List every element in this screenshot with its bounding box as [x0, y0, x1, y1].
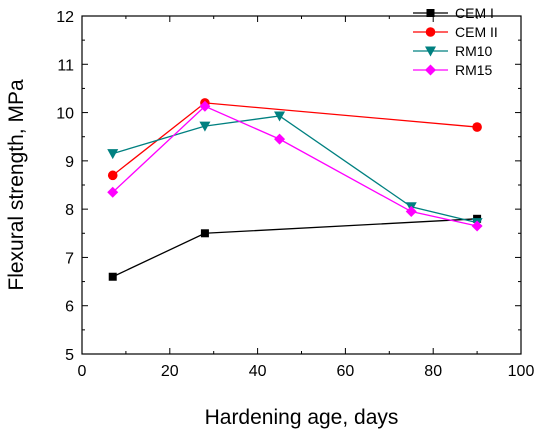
legend-item-cem-i: CEM I — [413, 5, 494, 21]
legend-marker-rm10 — [425, 46, 436, 57]
legend-marker-rm15 — [425, 64, 436, 76]
series-cem-i — [108, 214, 482, 281]
data-point-cem-i — [108, 272, 117, 281]
data-point-rm15 — [405, 206, 417, 218]
legend-label-rm15: RM15 — [455, 62, 493, 78]
y-tick-label: 8 — [65, 202, 74, 219]
legend-marker-cem-ii — [425, 27, 436, 37]
data-point-rm15 — [199, 100, 211, 112]
legend-label-cem-ii: CEM II — [455, 24, 498, 40]
data-point-rm10 — [274, 111, 286, 122]
series-line-cem-i — [112, 218, 478, 278]
legend-label-rm10: RM10 — [455, 43, 493, 59]
y-tick-label: 9 — [65, 154, 74, 171]
legend-item-rm10: RM10 — [413, 43, 493, 59]
y-tick-label: 10 — [56, 106, 74, 123]
y-tick-label: 7 — [65, 250, 74, 267]
series-cem-ii — [107, 98, 482, 181]
legend-item-cem-ii: CEM II — [413, 24, 498, 40]
y-tick-label: 5 — [65, 347, 74, 364]
x-tick-label: 80 — [424, 363, 442, 380]
data-point-cem-ii — [107, 170, 118, 181]
x-tick-label: 0 — [78, 363, 87, 380]
series-rm15 — [107, 100, 483, 232]
legend-item-rm15: RM15 — [413, 62, 493, 78]
series-line-cem-ii — [112, 102, 478, 176]
y-tick-label: 11 — [57, 57, 74, 74]
series-rm10 — [107, 111, 483, 229]
data-point-rm15 — [471, 220, 483, 232]
y-tick-label: 12 — [56, 9, 74, 26]
data-point-rm15 — [274, 133, 286, 145]
legend-label-cem-i: CEM I — [455, 5, 494, 21]
x-tick-label: 60 — [337, 363, 355, 380]
x-axis-title: Hardening age, days — [205, 406, 399, 429]
x-tick-label: 40 — [249, 363, 267, 380]
legend-marker-cem-i — [426, 9, 435, 17]
data-point-cem-ii — [472, 122, 482, 132]
data-point-rm10 — [199, 121, 211, 132]
data-point-cem-i — [200, 229, 209, 238]
data-point-rm10 — [107, 149, 119, 160]
y-tick-label: 6 — [65, 299, 74, 316]
series-line-rm15 — [112, 105, 478, 227]
x-tick-label: 20 — [161, 363, 179, 380]
data-point-rm15 — [107, 186, 119, 198]
y-axis-title: Flexural strength, MPa — [5, 79, 28, 291]
x-tick-label: 100 — [508, 363, 535, 380]
